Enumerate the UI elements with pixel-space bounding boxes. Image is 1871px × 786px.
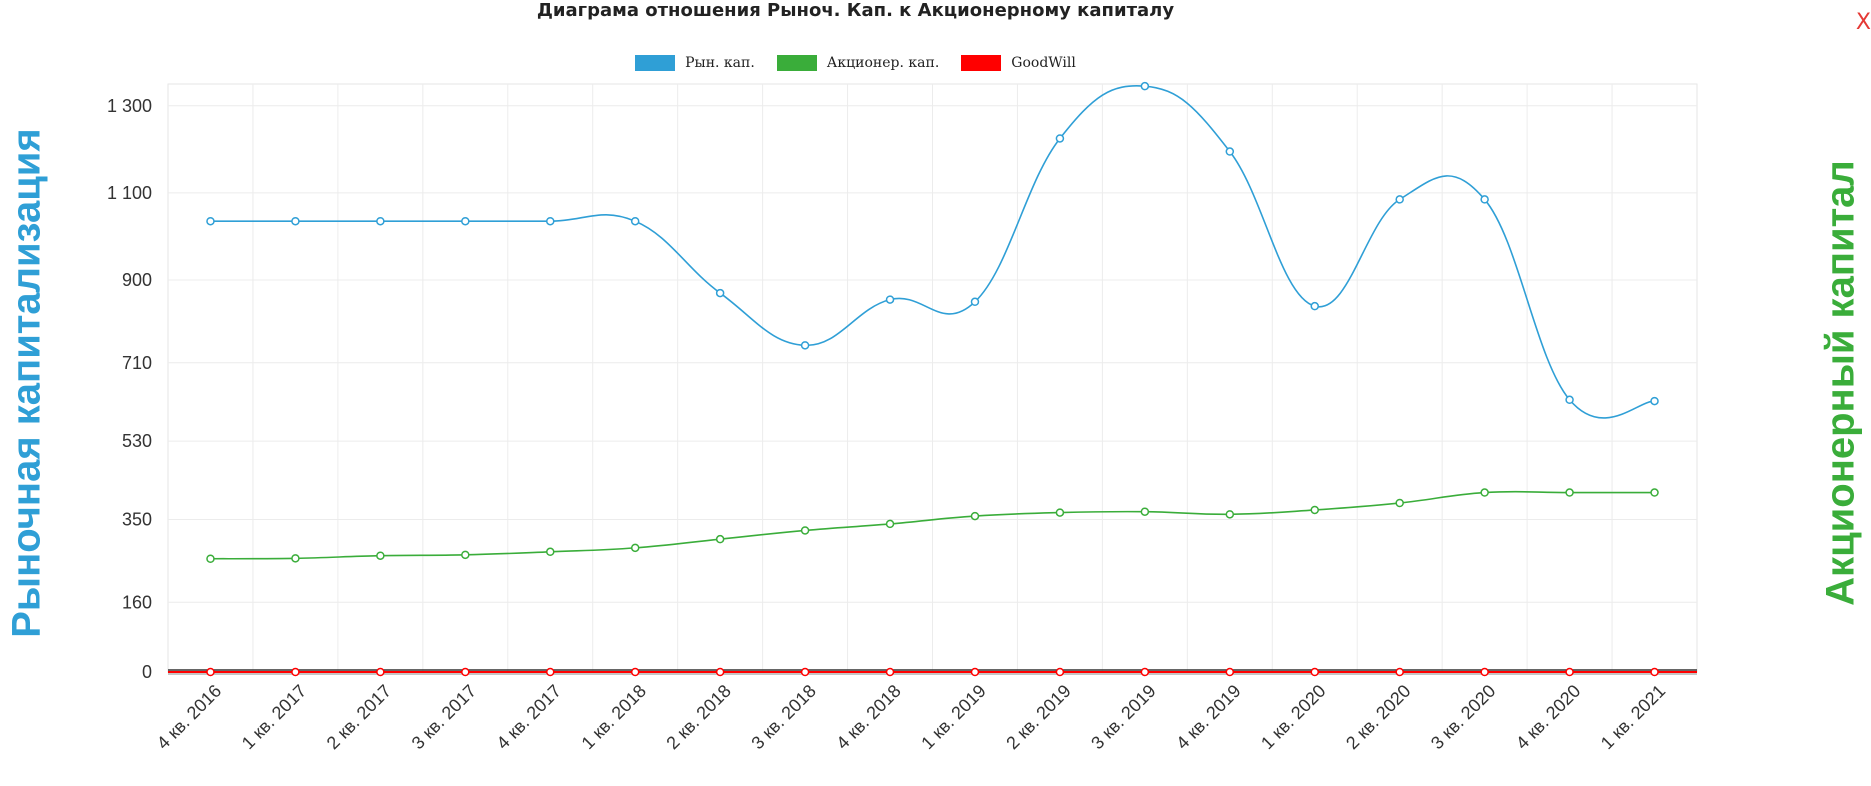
legend-item-market-cap[interactable]: Рын. кап. bbox=[635, 55, 755, 71]
point-equity bbox=[630, 543, 640, 553]
point-market-cap bbox=[1480, 195, 1489, 204]
point-equity bbox=[885, 519, 895, 529]
point-goodwill bbox=[206, 667, 215, 677]
point-equity bbox=[1480, 488, 1489, 497]
legend-item-equity[interactable]: Акционер. кап. bbox=[776, 55, 940, 71]
x-tick-label: 3 кв. 2019 bbox=[1087, 681, 1159, 753]
series-line-market-cap bbox=[210, 85, 1655, 419]
point-equity bbox=[546, 547, 555, 557]
x-tick-label: 3 кв. 2017 bbox=[408, 681, 480, 753]
point-goodwill bbox=[800, 667, 810, 677]
point-market-cap bbox=[376, 216, 385, 226]
point-market-cap bbox=[885, 295, 895, 304]
legend-label-goodwill: GoodWill bbox=[1011, 55, 1076, 71]
x-tick-label: 1 кв. 2019 bbox=[917, 681, 989, 753]
point-equity bbox=[1225, 510, 1235, 519]
point-equity bbox=[1395, 498, 1404, 508]
x-tick-label: 2 кв. 2019 bbox=[1002, 681, 1074, 753]
x-tick-label: 2 кв. 2020 bbox=[1342, 681, 1414, 753]
point-equity bbox=[376, 551, 385, 560]
legend-swatch-goodwill bbox=[961, 55, 1002, 71]
legend-label-equity: Акционер. кап. bbox=[826, 55, 940, 71]
point-goodwill bbox=[291, 667, 300, 677]
y-tick-label: 1 300 bbox=[107, 96, 152, 116]
point-equity bbox=[715, 534, 725, 544]
x-tick-label: 1 кв. 2021 bbox=[1597, 681, 1669, 753]
y-axis-title-right: Акционерный капитал bbox=[1818, 160, 1863, 606]
point-goodwill bbox=[376, 667, 385, 677]
point-goodwill bbox=[1055, 667, 1065, 677]
point-market-cap bbox=[291, 216, 300, 226]
point-market-cap bbox=[1055, 134, 1065, 143]
x-tick-label: 3 кв. 2018 bbox=[747, 681, 819, 753]
point-equity bbox=[206, 554, 215, 564]
point-equity bbox=[1140, 507, 1150, 516]
point-market-cap bbox=[1395, 195, 1404, 204]
x-tick-label: 4 кв. 2020 bbox=[1512, 681, 1584, 753]
legend-swatch-equity bbox=[776, 55, 817, 71]
x-tick-label: 4 кв. 2017 bbox=[493, 681, 565, 753]
point-equity bbox=[1055, 508, 1065, 517]
point-market-cap bbox=[206, 216, 215, 226]
point-market-cap bbox=[1650, 396, 1659, 406]
point-market-cap bbox=[800, 341, 810, 350]
point-market-cap bbox=[1140, 81, 1150, 91]
point-market-cap bbox=[630, 216, 640, 226]
point-goodwill bbox=[546, 667, 555, 677]
x-tick-label: 4 кв. 2019 bbox=[1172, 681, 1244, 753]
point-equity bbox=[800, 526, 810, 535]
point-equity bbox=[291, 554, 300, 563]
point-goodwill bbox=[715, 667, 725, 677]
point-equity bbox=[1565, 488, 1574, 497]
point-goodwill bbox=[1310, 667, 1319, 677]
legend-item-goodwill[interactable]: GoodWill bbox=[961, 55, 1076, 71]
point-goodwill bbox=[1140, 667, 1150, 677]
series-line-equity bbox=[210, 490, 1655, 560]
x-tick-label: 2 кв. 2018 bbox=[662, 681, 734, 753]
point-goodwill bbox=[630, 667, 640, 677]
x-tick-label: 4 кв. 2018 bbox=[832, 681, 904, 753]
y-tick-label: 0 bbox=[142, 662, 152, 682]
point-equity bbox=[1310, 505, 1319, 515]
point-market-cap bbox=[461, 216, 470, 226]
point-market-cap bbox=[970, 297, 980, 307]
point-equity bbox=[461, 550, 470, 560]
point-goodwill bbox=[461, 667, 470, 677]
legend-label-market-cap: Рын. кап. bbox=[685, 55, 755, 71]
point-goodwill bbox=[1225, 667, 1235, 677]
legend-swatch-market-cap bbox=[635, 55, 676, 71]
point-market-cap bbox=[1310, 301, 1319, 311]
point-market-cap bbox=[546, 216, 555, 226]
x-tick-label: 4 кв. 2016 bbox=[153, 681, 225, 753]
x-tick-label: 3 кв. 2020 bbox=[1427, 681, 1499, 753]
x-tick-label: 2 кв. 2017 bbox=[323, 681, 395, 753]
y-tick-label: 530 bbox=[122, 431, 152, 451]
y-tick-label: 160 bbox=[122, 592, 152, 612]
x-tick-label: 1 кв. 2018 bbox=[578, 681, 650, 753]
point-goodwill bbox=[885, 667, 895, 677]
point-goodwill bbox=[1650, 667, 1659, 677]
y-tick-label: 710 bbox=[122, 353, 152, 373]
point-equity bbox=[1650, 488, 1659, 497]
point-market-cap bbox=[715, 288, 725, 298]
y-tick-label: 1 100 bbox=[107, 183, 152, 203]
legend: Рын. кап. Акционер. кап. GoodWill bbox=[0, 55, 1711, 71]
point-goodwill bbox=[1565, 667, 1574, 677]
x-tick-label: 1 кв. 2020 bbox=[1257, 681, 1329, 753]
point-market-cap bbox=[1565, 395, 1574, 405]
point-goodwill bbox=[1480, 667, 1489, 677]
point-goodwill bbox=[970, 667, 980, 677]
close-icon[interactable]: X bbox=[1855, 10, 1871, 35]
point-equity bbox=[970, 511, 980, 521]
y-tick-label: 350 bbox=[122, 510, 152, 530]
point-goodwill bbox=[1395, 667, 1404, 677]
point-market-cap bbox=[1225, 147, 1235, 156]
chart-title: Диаграма отношения Рыноч. Кап. к Акционе… bbox=[536, 0, 1175, 21]
y-tick-label: 900 bbox=[122, 270, 152, 290]
x-tick-label: 1 кв. 2017 bbox=[238, 681, 310, 753]
